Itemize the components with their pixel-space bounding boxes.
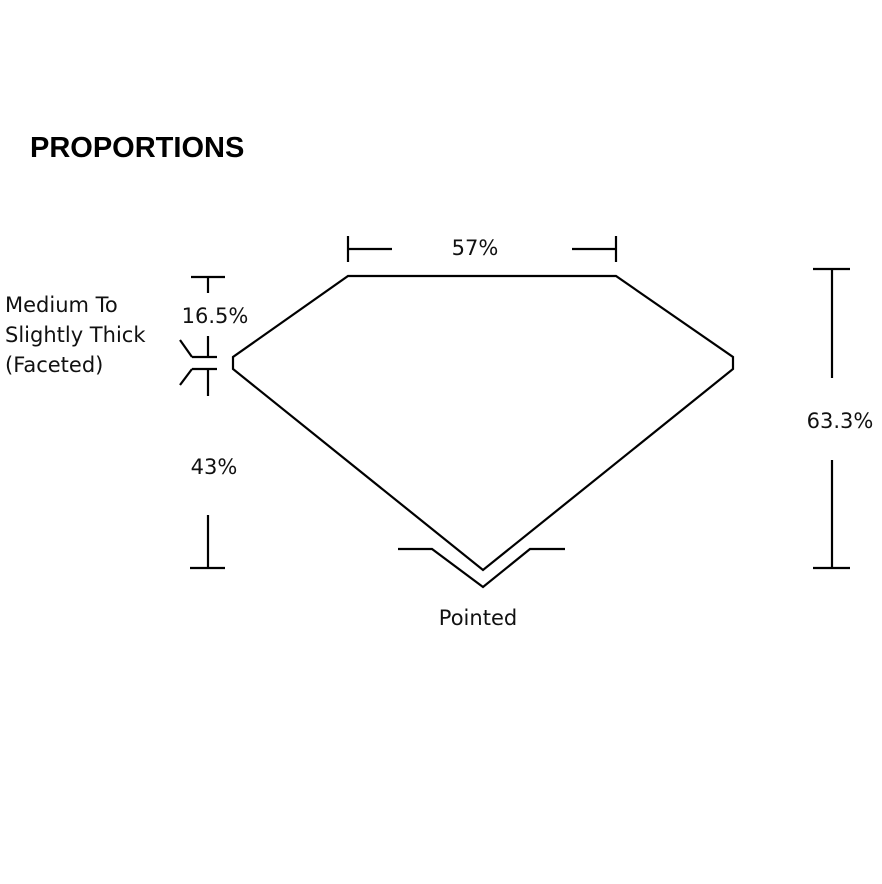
culet-indicator: Pointed — [398, 547, 565, 630]
pavilion-label: 43% — [191, 455, 238, 479]
culet-label: Pointed — [439, 606, 517, 630]
svg-text:Medium To: Medium To — [5, 293, 118, 317]
table-label: 57% — [452, 236, 499, 260]
diamond-outline — [231, 274, 735, 572]
total-depth-dimension: 63.3% — [807, 267, 874, 570]
crown-label: 16.5% — [182, 304, 249, 328]
girdle-label: Medium To Slightly Thick (Faceted) — [5, 293, 146, 377]
crown-dimension: 16.5% — [179, 275, 249, 359]
total-depth-label: 63.3% — [807, 409, 874, 433]
table-dimension: 57% — [346, 236, 618, 262]
svg-text:(Faceted): (Faceted) — [5, 353, 103, 377]
svg-text:Slightly Thick: Slightly Thick — [5, 323, 146, 347]
pavilion-dimension: 43% — [179, 367, 238, 570]
page-title: PROPORTIONS — [30, 132, 245, 164]
